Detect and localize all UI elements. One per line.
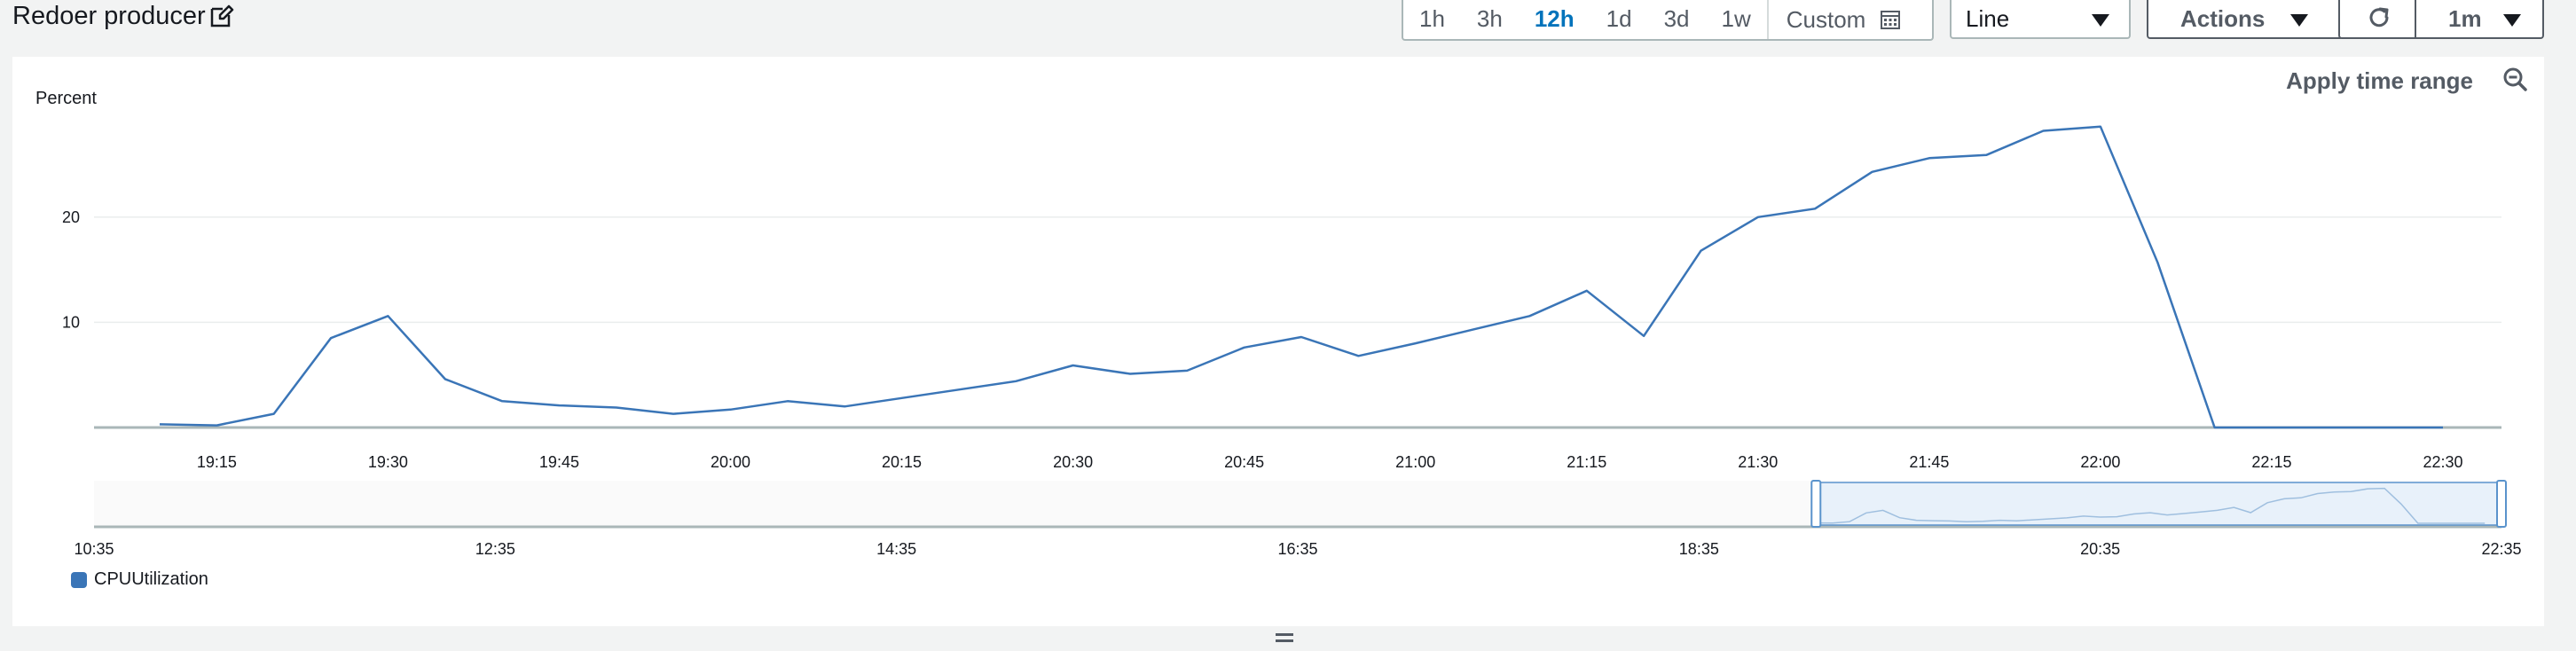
x-tick-label: 19:45 bbox=[539, 453, 579, 471]
x-tick-label: 20:15 bbox=[882, 453, 922, 471]
navigator-tick-label: 18:35 bbox=[1679, 540, 1719, 558]
navigator-line bbox=[1816, 487, 2486, 524]
x-tick-label: 20:45 bbox=[1224, 453, 1264, 471]
x-tick-label: 22:15 bbox=[2251, 453, 2291, 471]
custom-range-button[interactable]: Custom bbox=[1766, 0, 1916, 39]
legend-label: CPUUtilization bbox=[94, 569, 208, 589]
x-tick-label: 19:30 bbox=[368, 453, 408, 471]
resize-handle[interactable] bbox=[1276, 633, 1293, 646]
navigator-tick-label: 20:35 bbox=[2080, 540, 2120, 558]
chart-type-value: Line bbox=[1966, 5, 2010, 32]
calendar-icon bbox=[1881, 11, 1901, 29]
x-tick-label: 21:45 bbox=[1909, 453, 1949, 471]
range-12h[interactable]: 12h bbox=[1534, 5, 1575, 32]
x-tick-label: 21:15 bbox=[1567, 453, 1606, 471]
x-tick-label: 20:30 bbox=[1053, 453, 1093, 471]
x-tick-label: 20:00 bbox=[711, 453, 750, 471]
y-axis-label: Percent bbox=[35, 89, 97, 108]
range-1h[interactable]: 1h bbox=[1419, 5, 1445, 32]
legend-item[interactable]: CPUUtilization bbox=[71, 569, 208, 590]
chevron-down-icon bbox=[2503, 14, 2521, 27]
x-tick-label: 21:00 bbox=[1395, 453, 1435, 471]
refresh-interval-value: 1m bbox=[2448, 5, 2482, 32]
range-3h[interactable]: 3h bbox=[1476, 5, 1503, 32]
chevron-down-icon bbox=[2092, 14, 2109, 27]
refresh-icon bbox=[2369, 7, 2389, 27]
y-tick-label: 20 bbox=[62, 208, 80, 226]
chevron-down-icon bbox=[2290, 14, 2308, 27]
chart-type-select[interactable]: Line bbox=[1950, 0, 2131, 39]
range-1w[interactable]: 1w bbox=[1721, 5, 1751, 32]
legend-swatch bbox=[71, 571, 87, 588]
actions-label: Actions bbox=[2180, 5, 2266, 32]
navigator-selection bbox=[1815, 482, 2502, 526]
widget-header: Redoer producer 1h 3h 12h 1d 3d 1w Custo… bbox=[0, 0, 2576, 55]
zoom-out-icon[interactable] bbox=[2501, 66, 2530, 94]
cpu-utilization-chart[interactable]: 10 20 19:15 19:30 19:45 20:00 20:15 20:30 20:45… bbox=[12, 57, 2544, 562]
x-tick-label: 22:30 bbox=[2423, 453, 2462, 471]
y-tick-label: 10 bbox=[62, 313, 80, 331]
navigator-tick-label: 16:35 bbox=[1277, 540, 1317, 558]
custom-range-label: Custom bbox=[1786, 5, 1866, 33]
time-navigator[interactable] bbox=[94, 480, 2507, 529]
navigator-left-handle bbox=[1810, 480, 1822, 528]
x-tick-label: 21:30 bbox=[1738, 453, 1778, 471]
apply-time-range-button[interactable]: Apply time range bbox=[2286, 67, 2473, 94]
navigator-tick-label: 12:35 bbox=[475, 540, 515, 558]
actions-button[interactable]: Actions bbox=[2147, 0, 2344, 39]
navigator-right-handle bbox=[2496, 480, 2507, 528]
cpu-utilization-line bbox=[159, 125, 2443, 429]
navigator-tick-label: 22:35 bbox=[2481, 540, 2521, 558]
range-1d[interactable]: 1d bbox=[1606, 5, 1632, 32]
widget-title: Redoer producer bbox=[12, 2, 206, 30]
x-tick-label: 22:00 bbox=[2080, 453, 2120, 471]
chart-panel: Apply time range Percent 10 20 19:15 19:30… bbox=[12, 57, 2544, 626]
range-3d[interactable]: 3d bbox=[1663, 5, 1690, 32]
time-range-selector: 1h 3h 12h 1d 3d 1w Custom bbox=[1402, 0, 1934, 41]
x-tick-label: 19:15 bbox=[197, 453, 237, 471]
refresh-button[interactable] bbox=[2338, 0, 2416, 39]
navigator-tick-label: 14:35 bbox=[876, 540, 916, 558]
refresh-interval-select[interactable]: 1m bbox=[2415, 0, 2544, 39]
navigator-tick-label: 10:35 bbox=[74, 540, 114, 558]
edit-title-icon[interactable] bbox=[209, 4, 234, 28]
